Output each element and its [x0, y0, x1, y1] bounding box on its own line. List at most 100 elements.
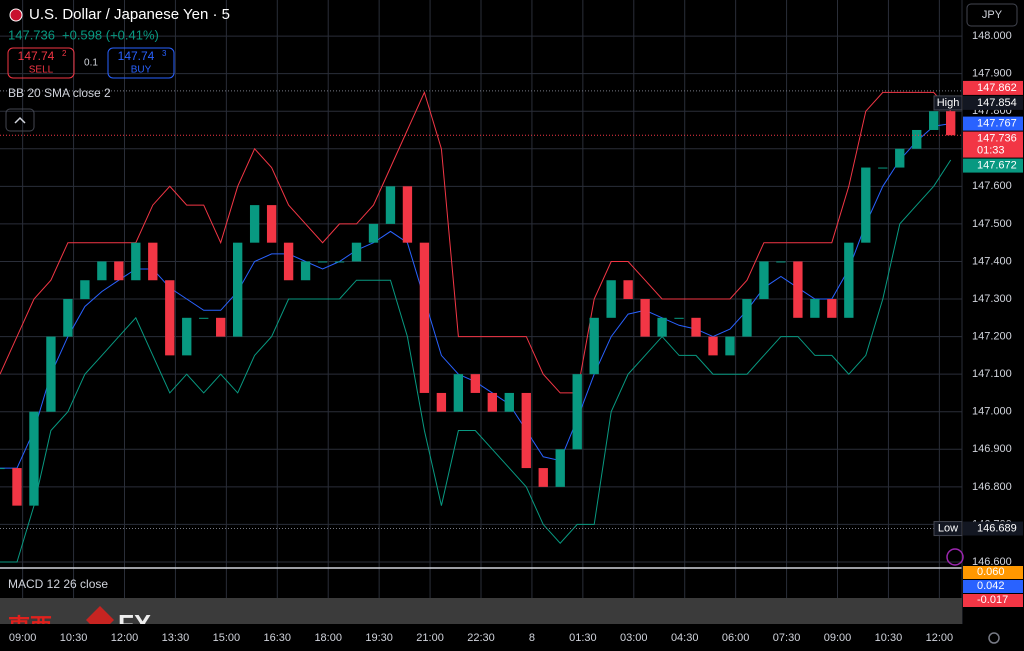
candle [912, 129, 922, 149]
y-tick-label: 147.100 [972, 368, 1012, 380]
buy-pip: 3 [162, 49, 167, 58]
sell-button[interactable] [7, 47, 75, 79]
candle [708, 336, 718, 356]
y-tick-label: 147.200 [972, 330, 1012, 342]
x-tick-label: 13:30 [162, 632, 190, 644]
candle [742, 299, 752, 337]
x-tick-label: 01:30 [569, 632, 597, 644]
buy-button[interactable] [107, 47, 175, 79]
x-tick-label: 10:30 [60, 632, 88, 644]
candle [182, 317, 192, 356]
candle [300, 261, 311, 281]
indicator-label: BB 20 SMA close 2 [8, 86, 111, 100]
axis: 146.600146.700146.800146.900147.000147.1… [933, 30, 1023, 607]
candle [97, 261, 107, 281]
flag-icon [9, 8, 23, 22]
price-label-box [963, 158, 1023, 173]
candle [793, 261, 803, 318]
price-label-box [963, 131, 1023, 158]
x-tick-label: 06:00 [722, 632, 750, 644]
candle [572, 374, 582, 450]
candle [148, 242, 158, 281]
candle [521, 392, 531, 469]
price-label: 147.862 [977, 82, 1017, 94]
sell-label: SELL [29, 65, 54, 76]
candle [63, 299, 73, 337]
macd-label-box [963, 566, 1023, 579]
y-tick-label: 146.600 [972, 556, 1012, 568]
candle [199, 317, 209, 319]
y-tick-label: 147.400 [972, 255, 1012, 267]
candle [878, 167, 888, 169]
macd-title: MACD 12 26 close [8, 577, 108, 591]
candle [165, 280, 175, 356]
candle [776, 261, 786, 263]
price-label: 146.689 [977, 522, 1017, 534]
currency-button[interactable] [966, 3, 1018, 27]
x-tick-label: 8 [529, 632, 535, 644]
watermark-band [0, 598, 962, 624]
x-tick-label: 16:30 [264, 632, 292, 644]
candle [844, 242, 854, 318]
candle [946, 111, 956, 136]
countdown: 01:33 [977, 144, 1005, 156]
candle [29, 411, 39, 506]
last-price: 147.736 [8, 27, 55, 42]
x-tick-label: 21:00 [416, 632, 444, 644]
x-tick-label: 07:30 [773, 632, 801, 644]
y-tick-label: 146.900 [972, 443, 1012, 455]
x-tick-label: 18:00 [314, 632, 342, 644]
candle [419, 242, 430, 393]
collapse-icon [14, 116, 26, 124]
currency: JPY [982, 9, 1003, 21]
candle [12, 468, 22, 506]
spread: 0.1 [84, 58, 98, 69]
settings-icon[interactable] [988, 632, 1000, 644]
macd-label: 0.060 [977, 566, 1005, 578]
y-tick-label: 147.500 [972, 218, 1012, 230]
y-tick-label: 146.800 [972, 481, 1012, 493]
candle [589, 317, 599, 375]
candle [861, 167, 871, 243]
candle [131, 242, 141, 281]
candle [0, 468, 5, 470]
x-tick-label: 15:00 [213, 632, 241, 644]
candle [623, 280, 633, 300]
y-tick-label: 147.600 [972, 180, 1012, 192]
buy-price: 147.74 [118, 49, 155, 63]
candle [810, 299, 820, 318]
y-tick-label: 147.000 [972, 406, 1012, 418]
tag: High [937, 97, 960, 109]
candle [674, 317, 684, 319]
candle [114, 261, 124, 281]
candle [725, 336, 735, 356]
candle [233, 242, 243, 337]
x-tick-label: 10:30 [875, 632, 903, 644]
band-line [0, 90, 952, 394]
candle [606, 280, 616, 318]
candle [640, 299, 650, 337]
candle [759, 261, 769, 300]
candle [351, 242, 362, 262]
tag-box [933, 521, 963, 537]
tag: Low [938, 522, 958, 534]
x-tick-label: 09:00 [9, 632, 37, 644]
macd-label-box [963, 580, 1023, 593]
candle [555, 449, 565, 487]
buy-label: BUY [131, 65, 152, 76]
price-change: +0.598 (+0.41%) [62, 27, 159, 42]
candle [334, 261, 345, 263]
alert-icon[interactable] [946, 548, 964, 566]
tag-box [933, 95, 963, 111]
collapse-button[interactable] [5, 108, 35, 132]
candle [317, 261, 328, 263]
x-tick-label: 12:00 [926, 632, 954, 644]
candle [827, 299, 837, 318]
candle [402, 186, 413, 243]
grid [0, 0, 962, 624]
price-label: 147.767 [977, 117, 1017, 129]
candle [895, 148, 905, 168]
candle [487, 392, 497, 412]
